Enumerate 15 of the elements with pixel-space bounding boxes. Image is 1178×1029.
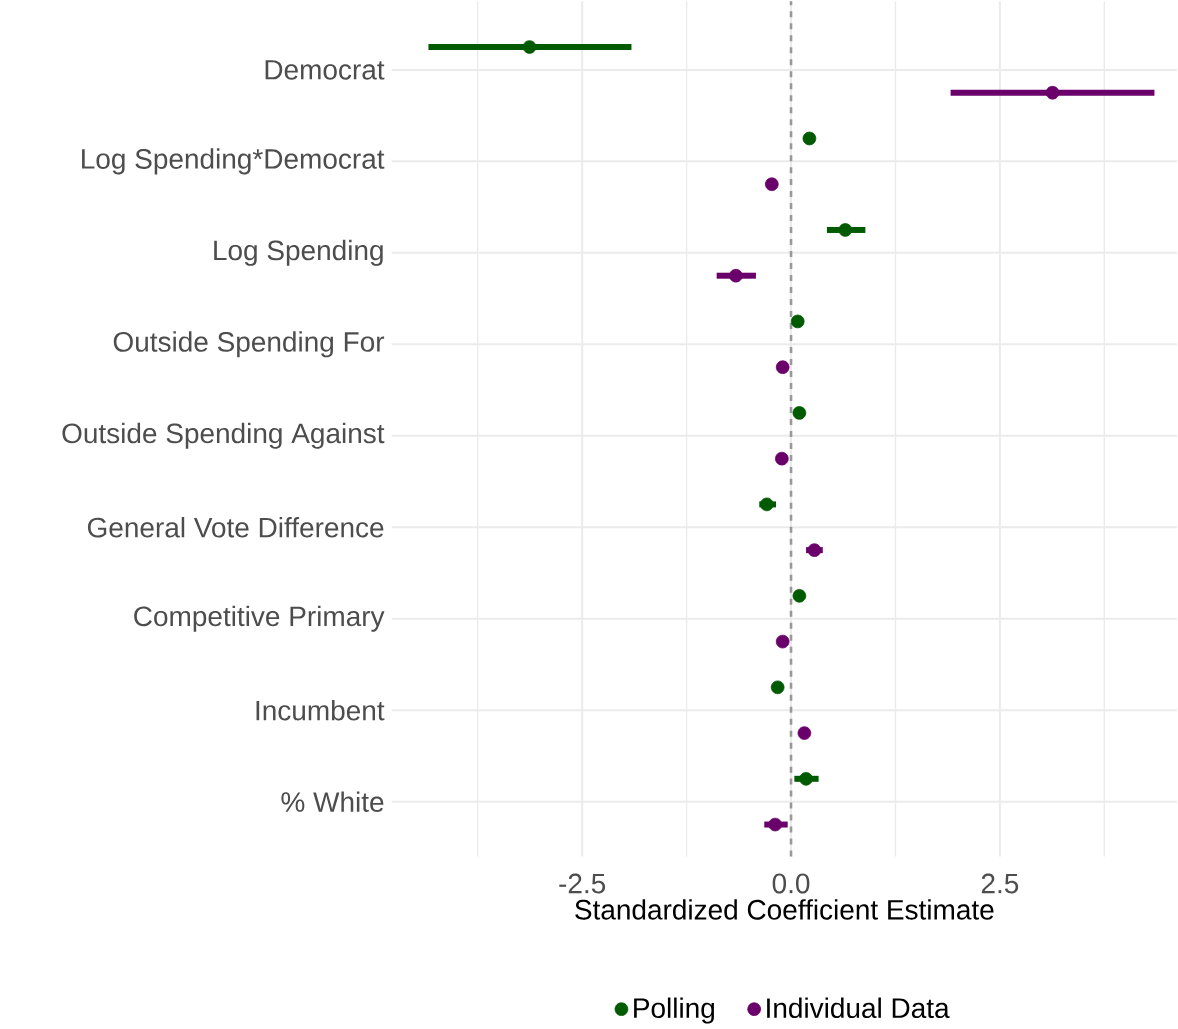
legend-label: Individual Data — [767, 997, 950, 1019]
y-tick-label: Incumbent — [256, 700, 385, 721]
y-tick-label: % White — [281, 791, 384, 813]
y-tick-label: Democrat — [265, 60, 385, 80]
y-tick-label: Log Spending*Democrat — [82, 148, 385, 175]
x-axis-title: Standardized Coefficient Estimate — [575, 899, 994, 920]
y-tick-label: Outside Spending Against — [62, 422, 385, 449]
y-tick-label: Log Spending — [214, 239, 383, 266]
x-tick-label: -2.5 — [559, 873, 606, 894]
y-tick-label: Competitive Primary — [134, 605, 385, 632]
y-tick-label: General Vote Difference — [87, 517, 384, 538]
x-tick-label: 0.0 — [772, 873, 810, 894]
legend-label: Polling — [634, 997, 714, 1024]
y-tick-label: Outside Spending For — [113, 331, 385, 358]
x-tick-label: 2.5 — [981, 873, 1019, 894]
